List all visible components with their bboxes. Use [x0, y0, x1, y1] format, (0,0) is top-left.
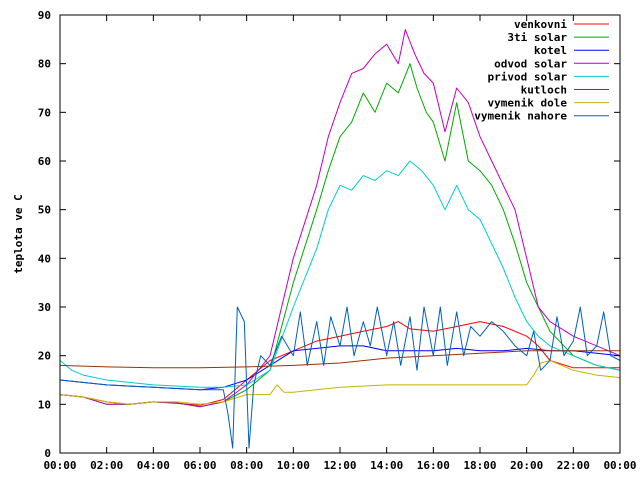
- legend-label: vymenik nahore: [474, 110, 567, 123]
- series-line-kutloch: [59, 350, 620, 369]
- legend-label: 3ti solar: [507, 31, 567, 44]
- legend-label: vymenik dole: [488, 97, 568, 110]
- x-tick-label: 04:00: [137, 459, 170, 472]
- x-tick-label: 18:00: [463, 459, 496, 472]
- y-axis: 0 10 20 30 40 50 60 70 80 90: [38, 9, 620, 460]
- y-tick-label: 60: [38, 155, 51, 168]
- series-line-privod-solar: [59, 160, 621, 388]
- series-line-odvod-solar: [59, 29, 621, 408]
- legend-label: privod solar: [488, 70, 568, 83]
- y-tick-label: 0: [44, 447, 51, 460]
- x-tick-label: 12:00: [323, 459, 356, 472]
- x-axis: 00:00 02:00 04:00 06:00 08:00 10:00 12:00 14:00…: [43, 15, 637, 472]
- series-layer: [59, 29, 621, 449]
- x-tick-label: 10:00: [277, 459, 310, 472]
- y-tick-label: 80: [38, 58, 51, 71]
- x-tick-label: 08:00: [230, 459, 263, 472]
- series-line-vymenik-nahore: [59, 306, 621, 449]
- y-tick-label: 30: [38, 301, 51, 314]
- legend-label: kotel: [534, 44, 567, 57]
- legend-label: kutloch: [521, 84, 567, 97]
- x-tick-label: 16:00: [417, 459, 450, 472]
- x-tick-label: 22:00: [557, 459, 590, 472]
- y-axis-label: teplota ve C: [12, 194, 25, 273]
- x-tick-label: 06:00: [183, 459, 216, 472]
- y-tick-label: 90: [38, 9, 51, 22]
- series-line-kotel: [59, 345, 621, 391]
- x-tick-label: 00:00: [43, 459, 76, 472]
- y-tick-label: 50: [38, 204, 51, 217]
- x-tick-label: 00:00: [603, 459, 636, 472]
- x-tick-label: 02:00: [90, 459, 123, 472]
- legend-label: odvod solar: [494, 57, 567, 70]
- y-tick-label: 10: [38, 398, 51, 411]
- x-tick-label: 20:00: [510, 459, 543, 472]
- y-tick-label: 20: [38, 350, 51, 363]
- legend-label: venkovni: [514, 18, 567, 31]
- x-tick-label: 14:00: [370, 459, 403, 472]
- y-tick-label: 70: [38, 106, 51, 119]
- y-tick-label: 40: [38, 252, 51, 265]
